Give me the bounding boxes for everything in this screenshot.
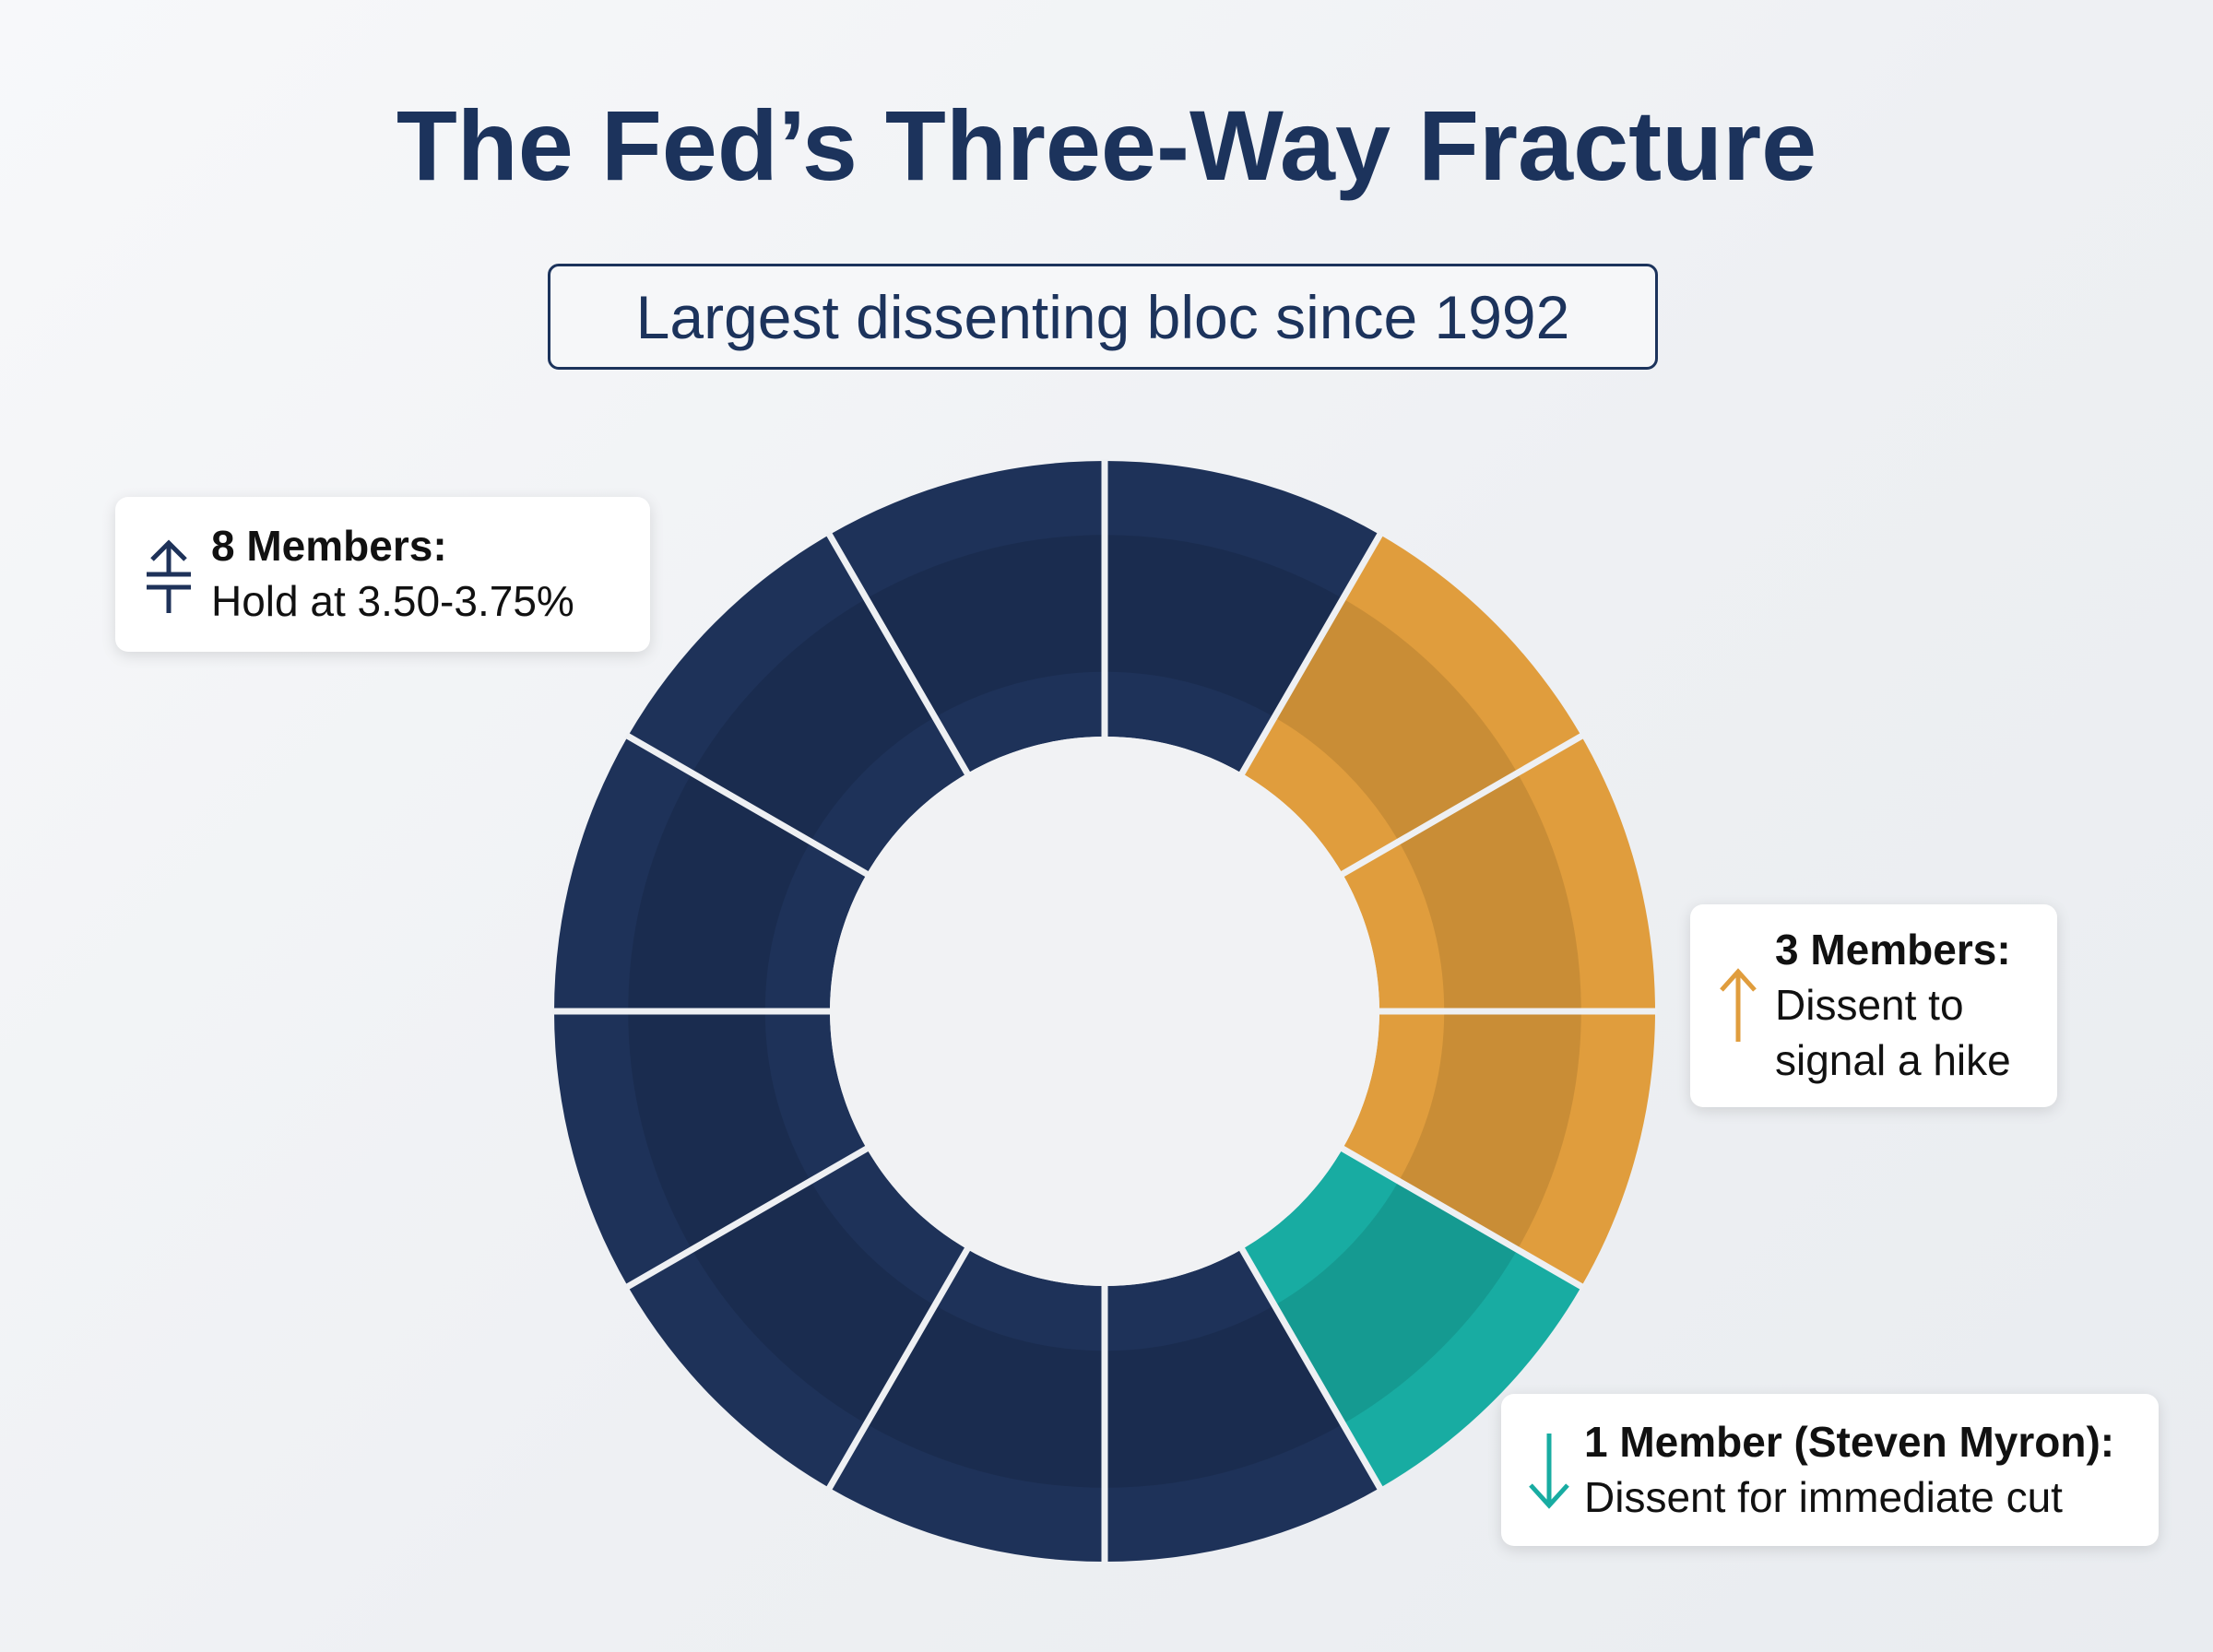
divider (624, 732, 870, 879)
callout-hike: 3 Members: Dissent to signal a hike (1690, 904, 2057, 1107)
divider (1339, 1144, 1585, 1291)
donut-hole (830, 737, 1379, 1286)
divider (825, 1245, 972, 1492)
chart-title: The Fed’s Three-Way Fracture (396, 89, 1817, 201)
hold-icon (147, 539, 191, 613)
donut-segment (1242, 534, 1655, 1287)
divider (624, 1144, 870, 1291)
divider (1339, 732, 1585, 879)
divider (1237, 1245, 1384, 1492)
hike-icon (1720, 968, 1757, 1042)
callout-label: 3 Members: (1775, 926, 2011, 974)
callout-text: Dissent to signal a hike (1775, 981, 2011, 1084)
callout-text: Hold at 3.50-3.75% (211, 577, 574, 625)
subtitle-badge: Largest dissenting bloc since 1992 (548, 264, 1658, 370)
divider (825, 531, 972, 777)
divider (1237, 531, 1384, 777)
callout-cut: 1 Member (Steven Myron): Dissent for imme… (1501, 1394, 2159, 1546)
callout-hold: 8 Members: Hold at 3.50-3.75% (115, 497, 650, 652)
subtitle: Largest dissenting bloc since 1992 (635, 282, 1570, 351)
donut-segment (553, 461, 1380, 1562)
callout-label: 8 Members: (211, 522, 447, 571)
donut-segment (1242, 1149, 1582, 1489)
cut-icon (1529, 1433, 1569, 1509)
callout-text: Dissent for immediate cut (1584, 1472, 2063, 1521)
callout-label: 1 Member (Steven Myron): (1584, 1417, 2115, 1466)
